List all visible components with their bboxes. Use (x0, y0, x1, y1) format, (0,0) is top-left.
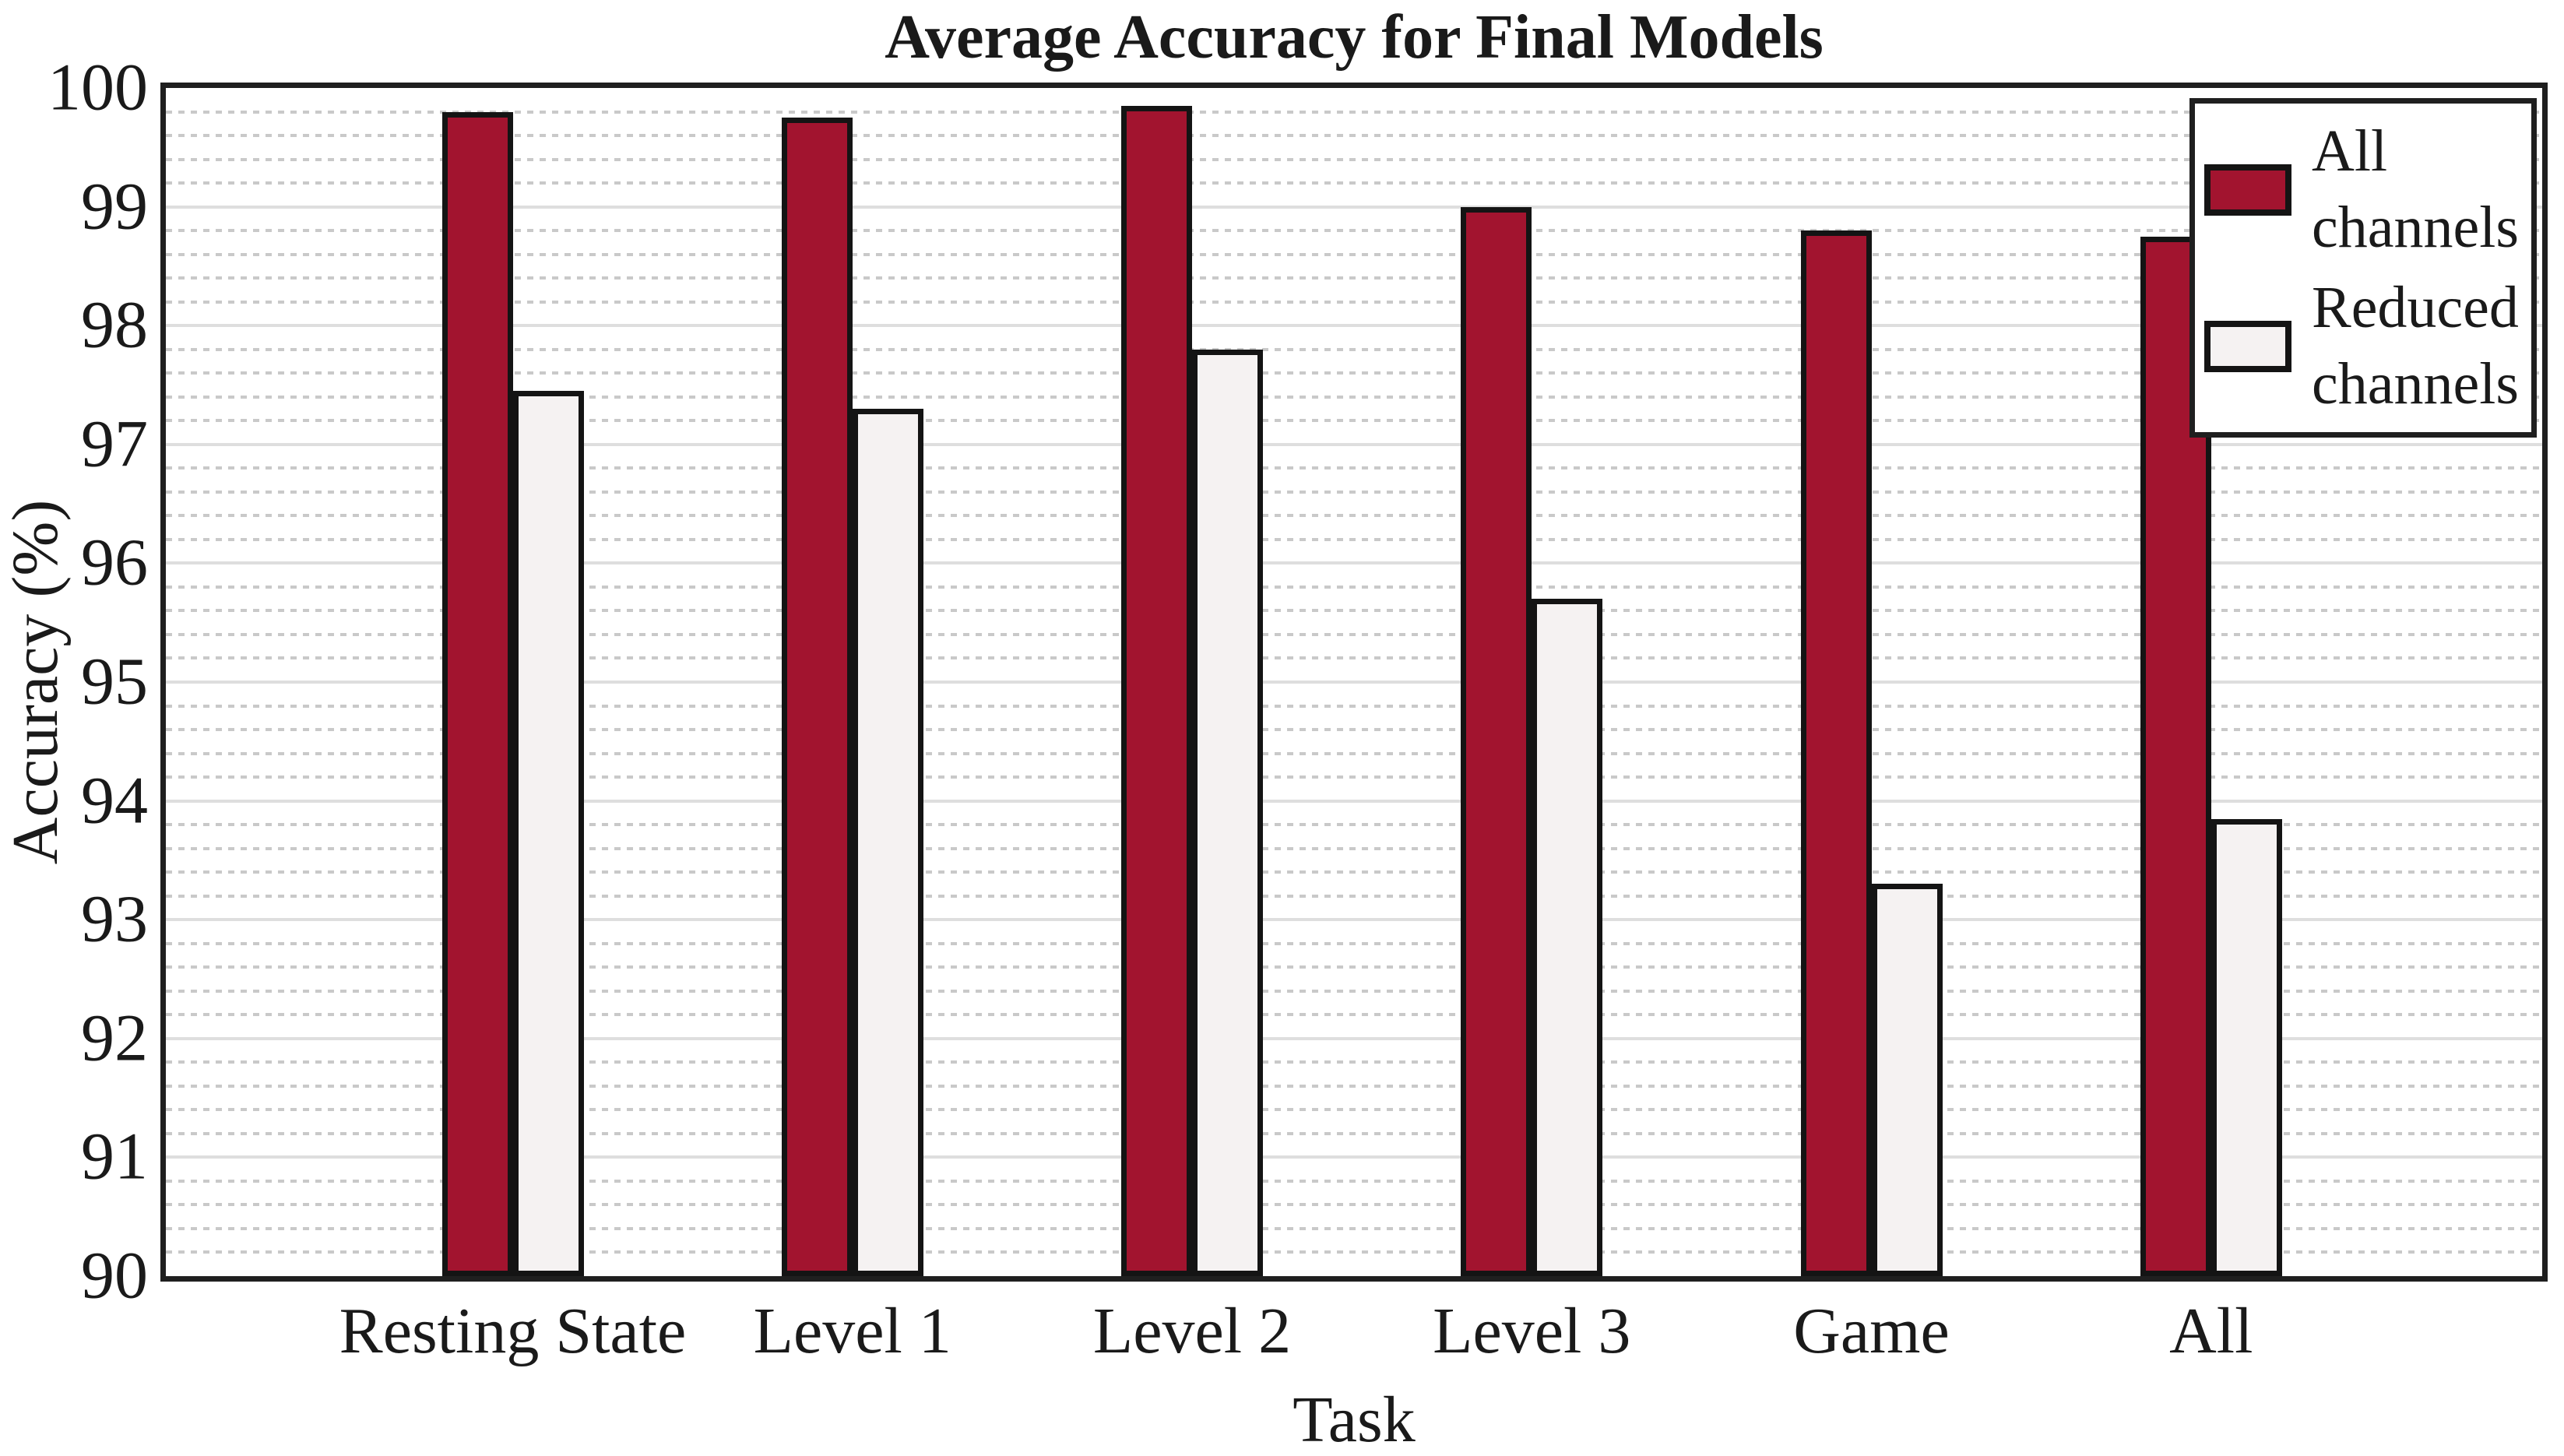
gridline-major-94 (166, 799, 2542, 803)
bar-all-channels-level-2 (1121, 105, 1192, 1276)
gridline-major-91 (166, 1155, 2542, 1159)
gridline-minor-91.2 (166, 1131, 2542, 1135)
y-tick-label-93: 93 (81, 881, 148, 956)
x-tick-label-level-1: Level 1 (753, 1295, 951, 1367)
bar-all-channels-resting-state (441, 111, 513, 1276)
gridline-minor-93.8 (166, 823, 2542, 827)
gridline-minor-94.8 (166, 704, 2542, 708)
gridline-minor-95.8 (166, 585, 2542, 589)
legend: All channels Reduced channels (2189, 98, 2537, 438)
plot-canvas (166, 88, 2542, 1276)
x-tick-label-level-3: Level 3 (1433, 1295, 1631, 1367)
gridline-minor-98.2 (166, 300, 2542, 304)
y-tick-label-97: 97 (81, 406, 148, 481)
plot-area (160, 83, 2548, 1282)
gridline-minor-97.8 (166, 347, 2542, 351)
y-tick-label-91: 91 (81, 1118, 148, 1194)
gridline-major-95 (166, 681, 2542, 684)
gridline-major-96 (166, 561, 2542, 565)
legend-item-reduced-channels: Reduced channels (2204, 270, 2527, 422)
gridline-minor-95.4 (166, 632, 2542, 636)
gridline-minor-94.4 (166, 751, 2542, 755)
gridline-major-98 (166, 324, 2542, 328)
gridline-major-99 (166, 205, 2542, 209)
gridline-major-97 (166, 442, 2542, 446)
gridline-minor-99.6 (166, 134, 2542, 138)
gridline-minor-92.6 (166, 965, 2542, 969)
gridline-minor-93.6 (166, 846, 2542, 850)
bar-all-channels-level-1 (781, 118, 853, 1276)
gridline-minor-97.6 (166, 371, 2542, 375)
gridline-minor-96.6 (166, 490, 2542, 494)
gridline-minor-97.2 (166, 419, 2542, 423)
gridline-minor-95.2 (166, 656, 2542, 660)
gridline-minor-94.6 (166, 728, 2542, 732)
gridline-minor-94.2 (166, 775, 2542, 779)
bar-all-channels-level-3 (1461, 206, 1532, 1276)
legend-swatch-reduced-channels (2204, 320, 2291, 372)
gridline-minor-98.6 (166, 252, 2542, 256)
chart-title: Average Accuracy for Final Models (885, 3, 1824, 72)
y-tick-label-96: 96 (81, 524, 148, 600)
bar-reduced-channels-game (1871, 884, 1943, 1276)
gridline-minor-93.4 (166, 870, 2542, 874)
x-tick-label-game: Game (1793, 1295, 1950, 1367)
gridline-minor-90.6 (166, 1203, 2542, 1207)
legend-label-reduced-channels: Reduced channels (2312, 275, 2519, 417)
gridline-minor-90.8 (166, 1179, 2542, 1183)
y-tick-label-100: 100 (47, 49, 148, 125)
x-tick-label-all: All (2169, 1295, 2253, 1367)
gridline-minor-92.4 (166, 989, 2542, 993)
gridline-minor-98.8 (166, 229, 2542, 233)
y-tick-label-98: 98 (81, 287, 148, 362)
gridline-minor-98.4 (166, 276, 2542, 280)
y-tick-label-94: 94 (81, 761, 148, 837)
x-tick-label-level-2: Level 2 (1092, 1295, 1292, 1367)
gridline-major-92 (166, 1036, 2542, 1040)
y-tick-label-95: 95 (81, 643, 148, 719)
gridline-minor-91.4 (166, 1108, 2542, 1112)
gridline-minor-92.8 (166, 941, 2542, 945)
y-tick-label-90: 90 (81, 1237, 148, 1313)
gridline-minor-90.4 (166, 1226, 2542, 1230)
legend-swatch-all-channels (2204, 164, 2291, 216)
gridline-minor-92.2 (166, 1013, 2542, 1017)
bar-reduced-channels-level-2 (1192, 349, 1263, 1276)
x-axis-title: Task (1293, 1384, 1416, 1456)
gridline-minor-99.4 (166, 157, 2542, 161)
gridline-minor-96.8 (166, 466, 2542, 470)
legend-item-all-channels: All channels (2204, 114, 2527, 266)
gridline-minor-96.2 (166, 537, 2542, 541)
gridline-minor-91.8 (166, 1060, 2542, 1064)
gridline-minor-95.6 (166, 609, 2542, 613)
bar-reduced-channels-all (2211, 818, 2282, 1276)
gridline-major-93 (166, 918, 2542, 922)
y-tick-label-92: 92 (81, 1000, 148, 1075)
gridline-minor-91.6 (166, 1084, 2542, 1088)
bar-reduced-channels-resting-state (512, 391, 584, 1276)
y-tick-label-99: 99 (81, 167, 148, 243)
legend-label-all-channels: All channels (2312, 118, 2519, 260)
bar-reduced-channels-level-1 (852, 409, 923, 1276)
gridline-minor-90.2 (166, 1250, 2542, 1254)
bar-all-channels-game (1800, 230, 1872, 1276)
gridline-minor-99.2 (166, 181, 2542, 185)
x-tick-label-resting-state: Resting State (339, 1295, 687, 1367)
gridline-minor-97.4 (166, 395, 2542, 399)
gridline-minor-99.8 (166, 110, 2542, 114)
bar-reduced-channels-level-3 (1532, 599, 1603, 1276)
gridline-minor-96.4 (166, 514, 2542, 518)
gridline-minor-93.2 (166, 894, 2542, 898)
